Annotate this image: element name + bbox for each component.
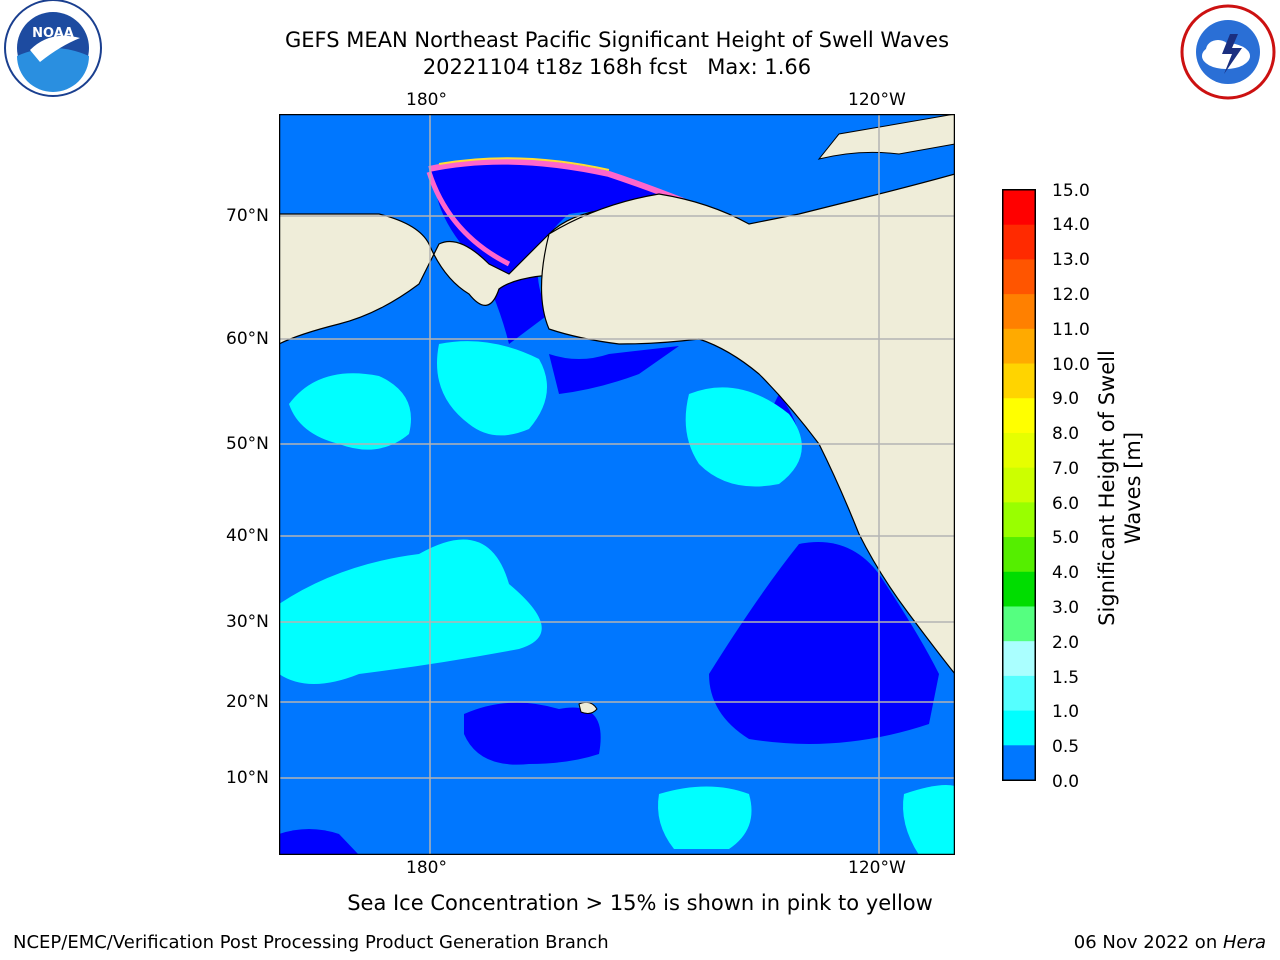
lat-label-60n: 60°N <box>226 329 269 349</box>
swell-map <box>279 114 955 855</box>
cb-tick-0-5: 0.5 <box>1052 737 1080 757</box>
colorbar-segment <box>1003 467 1035 503</box>
colorbar-segment <box>1003 224 1035 260</box>
colorbar-segment <box>1003 294 1035 330</box>
colorbar-title-line2: Waves [m] <box>1121 431 1145 545</box>
cb-tick-1-5: 1.5 <box>1052 668 1080 688</box>
cb-tick-10: 10.0 <box>1052 355 1090 375</box>
footer-host: Hera <box>1222 932 1266 953</box>
cb-tick-1: 1.0 <box>1052 702 1080 722</box>
colorbar-segment <box>1003 641 1035 677</box>
colorbar-segment <box>1003 190 1035 226</box>
lon-label-bottom-180: 180° <box>406 858 447 878</box>
map-title: GEFS MEAN Northeast Pacific Significant … <box>284 28 950 52</box>
colorbar-segment <box>1003 502 1035 538</box>
lon-label-top-180: 180° <box>406 90 447 110</box>
footer-date-text: 06 Nov 2022 on <box>1073 932 1223 953</box>
cb-tick-5: 5.0 <box>1052 528 1080 548</box>
cb-tick-0: 0.0 <box>1052 772 1080 792</box>
cb-tick-9: 9.0 <box>1052 389 1080 409</box>
colorbar-segment <box>1003 710 1035 746</box>
lat-label-40n: 40°N <box>226 526 269 546</box>
sea-ice-caption: Sea Ice Concentration > 15% is shown in … <box>347 891 933 915</box>
cb-tick-13: 13.0 <box>1052 250 1090 270</box>
swell-patch-sw <box>279 539 542 684</box>
noaa-logo-text: NOAA <box>32 26 74 41</box>
colorbar-segment <box>1003 259 1035 295</box>
colorbar-title: Significant Height of Swell Waves [m] <box>1094 338 1146 638</box>
graticule <box>279 114 955 855</box>
lat-label-70n: 70°N <box>226 206 269 226</box>
nws-logo <box>1180 4 1276 100</box>
colorbar-segment <box>1003 398 1035 434</box>
colorbar-segment <box>1003 745 1035 781</box>
cb-tick-11: 11.0 <box>1052 320 1090 340</box>
colorbar-title-line1: Significant Height of Swell <box>1095 350 1119 626</box>
colorbar-segment <box>1003 571 1035 607</box>
colorbar <box>1002 189 1036 781</box>
cb-tick-4: 4.0 <box>1052 563 1080 583</box>
colorbar-segment <box>1003 363 1035 399</box>
lat-label-50n: 50°N <box>226 434 269 454</box>
footer-branch: NCEP/EMC/Verification Post Processing Pr… <box>13 932 609 953</box>
lon-label-bottom-120w: 120°W <box>848 858 906 878</box>
noaa-logo: NOAA <box>4 0 102 97</box>
colorbar-segment <box>1003 537 1035 573</box>
lon-label-top-120w: 120°W <box>848 90 906 110</box>
cb-tick-8: 8.0 <box>1052 424 1080 444</box>
cb-tick-12: 12.0 <box>1052 285 1090 305</box>
map-subtitle: 20221104 t18z 168h fcst Max: 1.66 <box>422 55 812 79</box>
colorbar-segment <box>1003 606 1035 642</box>
cb-tick-2: 2.0 <box>1052 633 1080 653</box>
map-frame <box>279 114 955 855</box>
colorbar-segment <box>1003 328 1035 365</box>
lat-label-30n: 30°N <box>226 612 269 632</box>
low-swell-hawaii <box>464 702 601 765</box>
cb-tick-6: 6.0 <box>1052 494 1080 514</box>
footer-date: 06 Nov 2022 on Hera <box>1074 932 1266 953</box>
colorbar-frame <box>1002 189 1036 781</box>
colorbar-segment <box>1003 675 1035 712</box>
lat-label-10n: 10°N <box>226 768 269 788</box>
cb-tick-3: 3.0 <box>1052 598 1080 618</box>
low-swell-east <box>709 542 939 744</box>
land-north-america <box>540 173 955 675</box>
cb-tick-14: 14.0 <box>1052 215 1090 235</box>
cb-tick-15: 15.0 <box>1052 181 1090 201</box>
swell-patch-nw <box>289 373 411 450</box>
cb-tick-7: 7.0 <box>1052 459 1080 479</box>
lat-label-20n: 20°N <box>226 692 269 712</box>
colorbar-segment <box>1003 432 1035 469</box>
